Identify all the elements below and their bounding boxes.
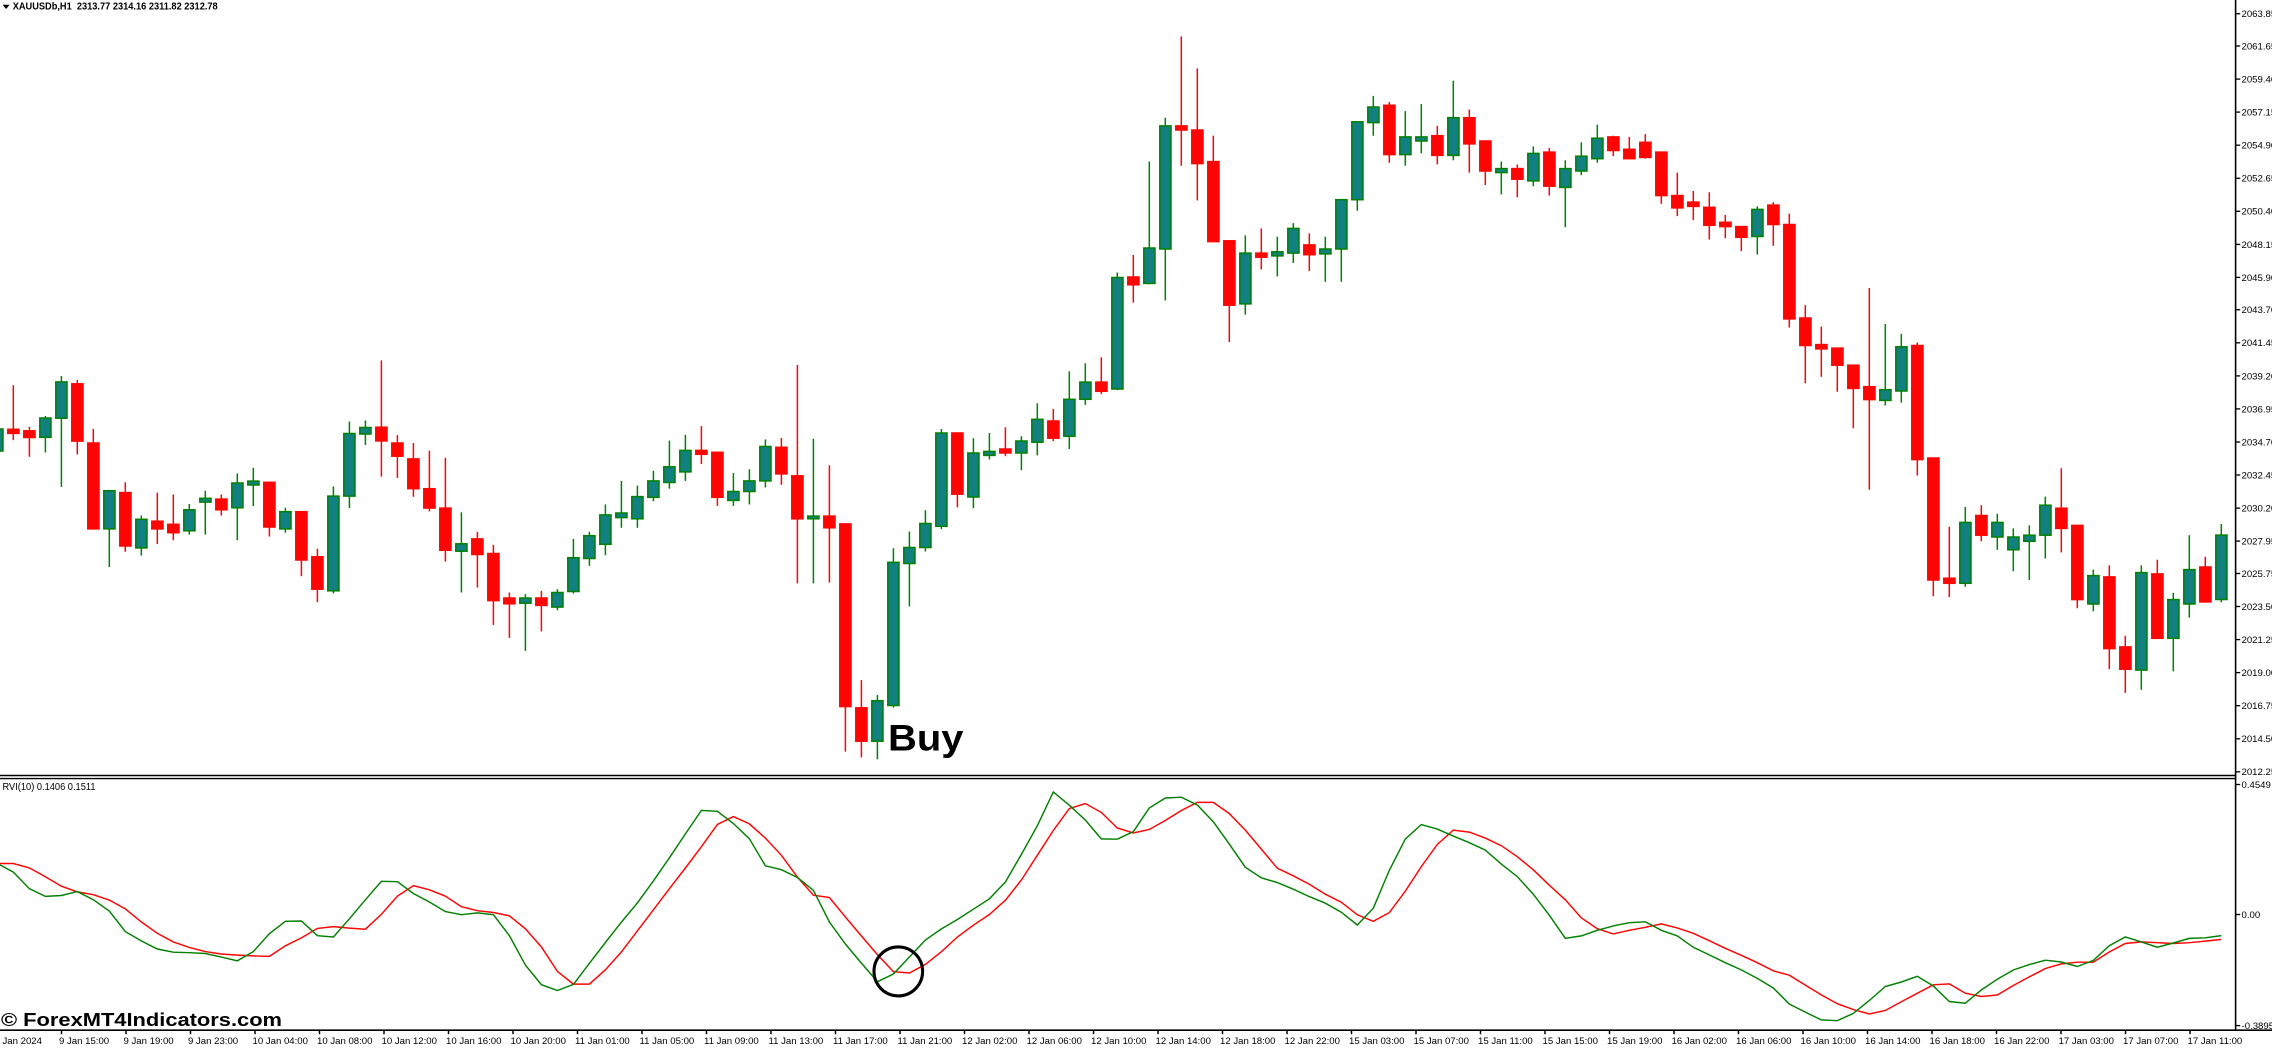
svg-text:2054.90: 2054.90 — [2242, 141, 2272, 152]
svg-text:9 Jan 23:00: 9 Jan 23:00 — [188, 1036, 238, 1047]
svg-text:XAUUSDb,H1 2313.77 2314.16 23: XAUUSDb,H1 2313.77 2314.16 2311.82 2312.… — [13, 2, 219, 13]
svg-text:15 Jan 11:00: 15 Jan 11:00 — [1478, 1036, 1533, 1047]
svg-text:9 Jan 2024: 9 Jan 2024 — [0, 1036, 43, 1047]
svg-text:Buy: Buy — [888, 718, 964, 759]
svg-text:11 Jan 17:00: 11 Jan 17:00 — [833, 1036, 888, 1047]
svg-text:2025.75: 2025.75 — [2242, 569, 2272, 580]
svg-text:RVI(10) 0.1406 0.1511: RVI(10) 0.1406 0.1511 — [3, 782, 96, 793]
svg-text:2048.15: 2048.15 — [2242, 240, 2272, 251]
svg-text:0.00: 0.00 — [2242, 910, 2261, 921]
svg-text:9 Jan 15:00: 9 Jan 15:00 — [59, 1036, 109, 1047]
svg-text:2016.75: 2016.75 — [2242, 701, 2272, 712]
svg-text:2041.45: 2041.45 — [2242, 338, 2272, 349]
svg-text:16 Jan 06:00: 16 Jan 06:00 — [1736, 1036, 1791, 1047]
svg-text:15 Jan 03:00: 15 Jan 03:00 — [1349, 1036, 1404, 1047]
svg-text:17 Jan 11:00: 17 Jan 11:00 — [2188, 1036, 2243, 1047]
svg-text:2043.70: 2043.70 — [2242, 305, 2272, 316]
svg-text:-0.3895: -0.3895 — [2242, 1021, 2272, 1032]
svg-text:10 Jan 04:00: 10 Jan 04:00 — [253, 1036, 308, 1047]
svg-text:2061.65: 2061.65 — [2242, 41, 2272, 52]
svg-text:12 Jan 14:00: 12 Jan 14:00 — [1156, 1036, 1211, 1047]
svg-text:11 Jan 13:00: 11 Jan 13:00 — [769, 1036, 824, 1047]
svg-text:16 Jan 14:00: 16 Jan 14:00 — [1865, 1036, 1920, 1047]
svg-text:2012.25: 2012.25 — [2242, 767, 2272, 778]
svg-text:17 Jan 03:00: 17 Jan 03:00 — [2059, 1036, 2114, 1047]
svg-text:12 Jan 10:00: 12 Jan 10:00 — [1091, 1036, 1146, 1047]
svg-text:10 Jan 12:00: 10 Jan 12:00 — [382, 1036, 437, 1047]
svg-text:2039.20: 2039.20 — [2242, 371, 2272, 382]
svg-text:2059.40: 2059.40 — [2242, 75, 2272, 86]
svg-text:2036.95: 2036.95 — [2242, 404, 2272, 415]
svg-text:12 Jan 22:00: 12 Jan 22:00 — [1285, 1036, 1340, 1047]
svg-text:2019.00: 2019.00 — [2242, 668, 2272, 679]
svg-text:16 Jan 18:00: 16 Jan 18:00 — [1930, 1036, 1985, 1047]
svg-text:2032.45: 2032.45 — [2242, 470, 2272, 481]
svg-text:15 Jan 15:00: 15 Jan 15:00 — [1543, 1036, 1598, 1047]
svg-text:11 Jan 21:00: 11 Jan 21:00 — [898, 1036, 953, 1047]
svg-text:2021.25: 2021.25 — [2242, 635, 2272, 646]
svg-text:0.4549: 0.4549 — [2242, 780, 2271, 791]
svg-text:10 Jan 16:00: 10 Jan 16:00 — [446, 1036, 501, 1047]
svg-text:9 Jan 19:00: 9 Jan 19:00 — [124, 1036, 174, 1047]
svg-text:15 Jan 19:00: 15 Jan 19:00 — [1607, 1036, 1662, 1047]
svg-text:16 Jan 10:00: 16 Jan 10:00 — [1801, 1036, 1856, 1047]
svg-text:10 Jan 20:00: 10 Jan 20:00 — [511, 1036, 566, 1047]
svg-text:2027.95: 2027.95 — [2242, 537, 2272, 548]
svg-text:© ForexMT4Indicators.com: © ForexMT4Indicators.com — [1, 1009, 282, 1030]
svg-text:12 Jan 02:00: 12 Jan 02:00 — [962, 1036, 1017, 1047]
svg-text:15 Jan 07:00: 15 Jan 07:00 — [1414, 1036, 1469, 1047]
svg-text:2034.70: 2034.70 — [2242, 437, 2272, 448]
svg-text:17 Jan 07:00: 17 Jan 07:00 — [2123, 1036, 2178, 1047]
svg-text:2014.50: 2014.50 — [2242, 734, 2272, 745]
svg-text:2030.20: 2030.20 — [2242, 504, 2272, 515]
svg-text:2050.40: 2050.40 — [2242, 207, 2272, 218]
svg-text:12 Jan 18:00: 12 Jan 18:00 — [1220, 1036, 1275, 1047]
svg-text:16 Jan 22:00: 16 Jan 22:00 — [1994, 1036, 2049, 1047]
svg-text:11 Jan 01:00: 11 Jan 01:00 — [575, 1036, 630, 1047]
svg-text:2045.90: 2045.90 — [2242, 273, 2272, 284]
svg-text:11 Jan 09:00: 11 Jan 09:00 — [704, 1036, 759, 1047]
svg-text:2057.15: 2057.15 — [2242, 108, 2272, 119]
svg-text:12 Jan 06:00: 12 Jan 06:00 — [1027, 1036, 1082, 1047]
svg-text:2052.65: 2052.65 — [2242, 174, 2272, 185]
svg-text:11 Jan 05:00: 11 Jan 05:00 — [640, 1036, 695, 1047]
svg-text:16 Jan 02:00: 16 Jan 02:00 — [1672, 1036, 1727, 1047]
svg-text:2063.85: 2063.85 — [2242, 9, 2272, 20]
svg-text:10 Jan 08:00: 10 Jan 08:00 — [317, 1036, 372, 1047]
svg-text:2023.50: 2023.50 — [2242, 602, 2272, 613]
